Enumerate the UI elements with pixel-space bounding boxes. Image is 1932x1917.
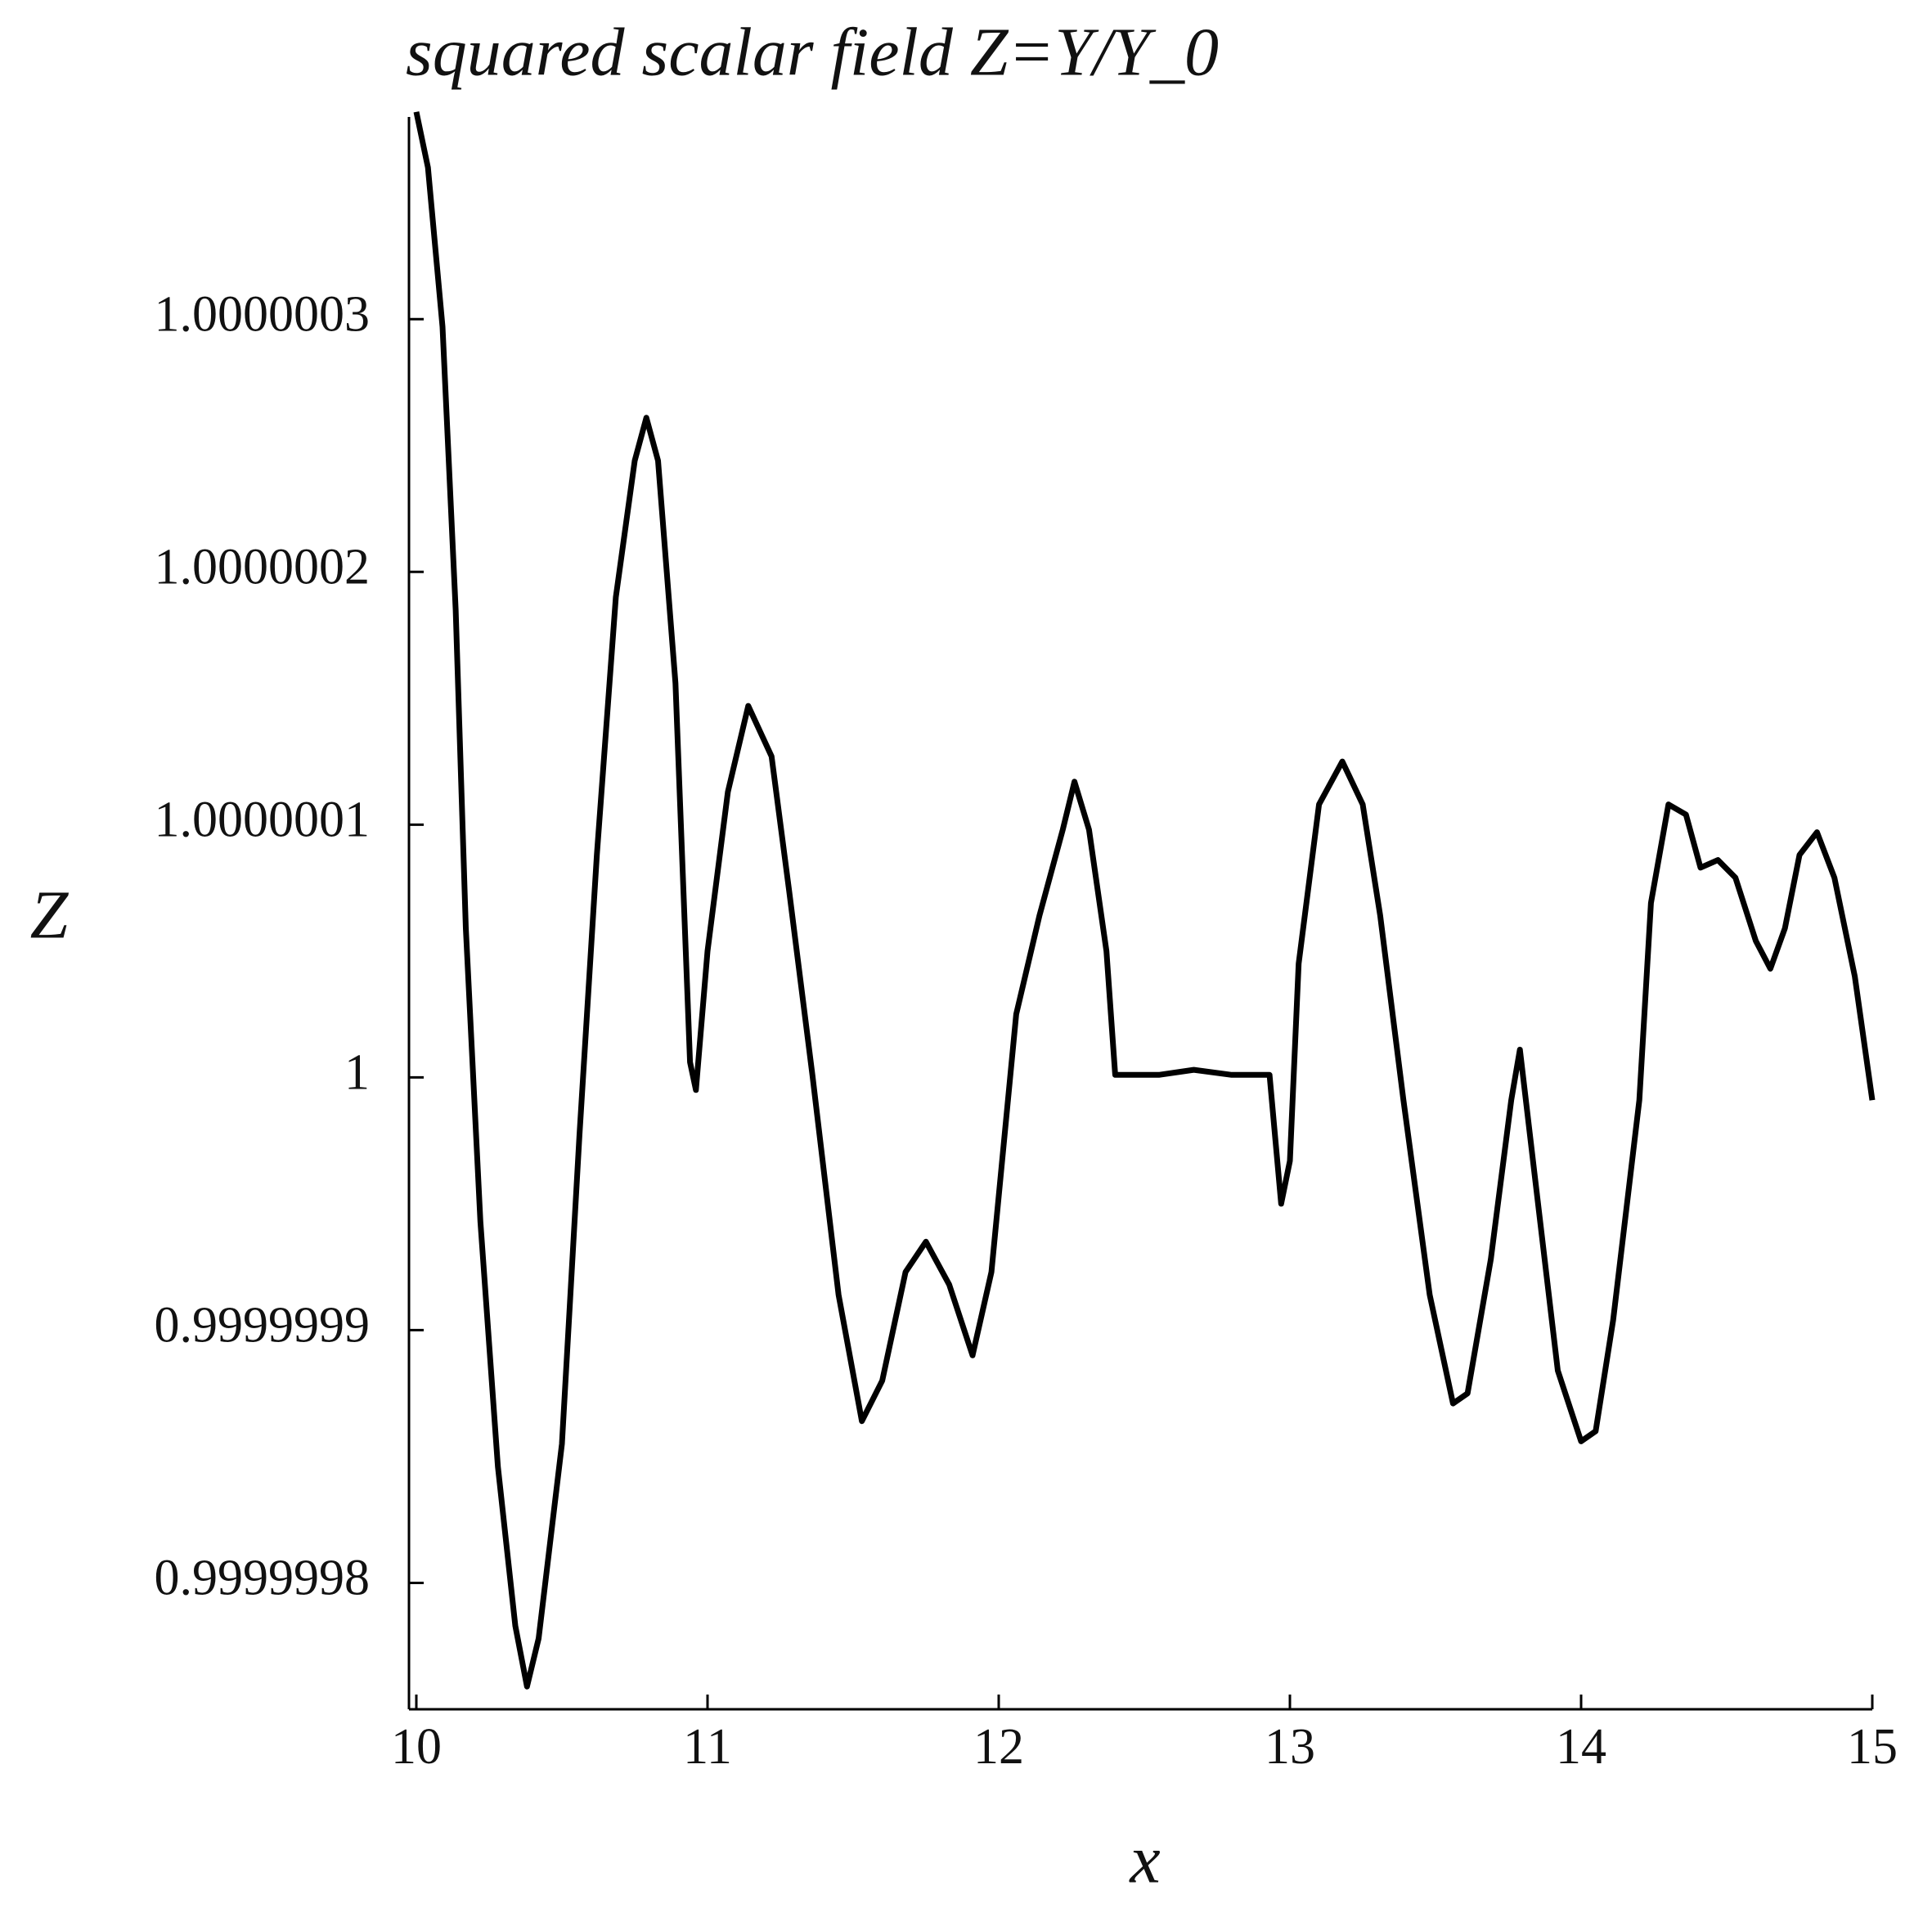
x-tick-label: 12 — [973, 1719, 1024, 1775]
chart-title: squared scalar field Z=Y/Y_0 — [406, 14, 1219, 90]
y-tick-label: 1 — [344, 1045, 370, 1101]
y-tick-label: 1.0000002 — [155, 540, 371, 595]
x-tick-label: 15 — [1847, 1719, 1898, 1775]
x-axis-label: x — [1128, 1821, 1160, 1897]
y-axis-label: Z — [30, 877, 70, 953]
y-tick-label: 0.9999999 — [155, 1298, 371, 1354]
y-tick-label: 0.9999998 — [155, 1551, 371, 1606]
y-tick-label: 1.0000001 — [155, 792, 371, 848]
data-line — [413, 111, 1876, 1690]
x-tick-label: 11 — [683, 1719, 732, 1775]
y-tick-label: 1.0000003 — [155, 286, 371, 342]
x-tick-label: 13 — [1265, 1719, 1315, 1775]
x-tick-label: 14 — [1556, 1719, 1606, 1775]
x-tick-label: 10 — [391, 1719, 442, 1775]
